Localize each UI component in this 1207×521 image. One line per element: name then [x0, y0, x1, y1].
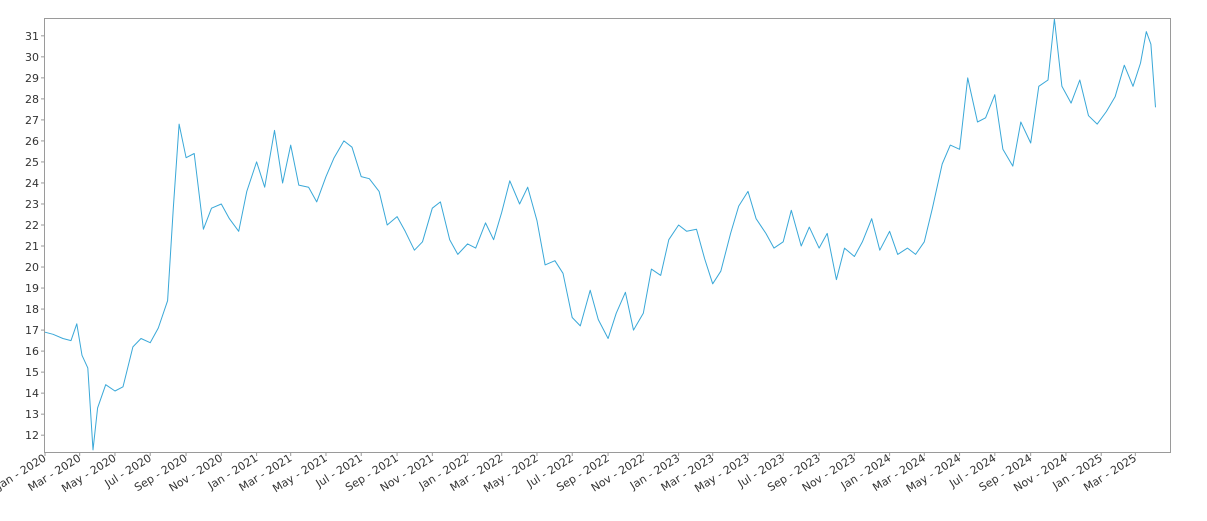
y-tick-label: 13 — [25, 408, 39, 421]
y-tick-label: 22 — [25, 219, 39, 232]
y-tick-label: 12 — [25, 429, 39, 442]
y-tick-label: 19 — [25, 282, 39, 295]
series-line — [44, 18, 1156, 451]
y-tick-label: 27 — [25, 114, 39, 127]
y-tick-label: 18 — [25, 303, 39, 316]
y-tick-label: 14 — [25, 387, 39, 400]
series-layer — [44, 18, 1156, 451]
y-tick-label: 28 — [25, 93, 39, 106]
y-tick-label: 20 — [25, 261, 39, 274]
y-axis: 12 13 14 15 16 17 18 19 20 21 22 23 24 25 26 27 28 29 30 31 — [25, 30, 45, 442]
y-tick-label: 24 — [25, 177, 39, 190]
y-tick-label: 16 — [25, 345, 39, 358]
y-tick-label: 26 — [25, 135, 39, 148]
y-tick-label: 29 — [25, 72, 39, 85]
y-tick-label: 21 — [25, 240, 39, 253]
y-tick-label: 23 — [25, 198, 39, 211]
y-tick-label: 25 — [25, 156, 39, 169]
plot-frame — [44, 18, 1171, 453]
y-tick-label: 15 — [25, 366, 39, 379]
y-tick-label: 30 — [25, 51, 39, 64]
y-tick-label: 31 — [25, 30, 39, 43]
y-tick-label: 17 — [25, 324, 39, 337]
